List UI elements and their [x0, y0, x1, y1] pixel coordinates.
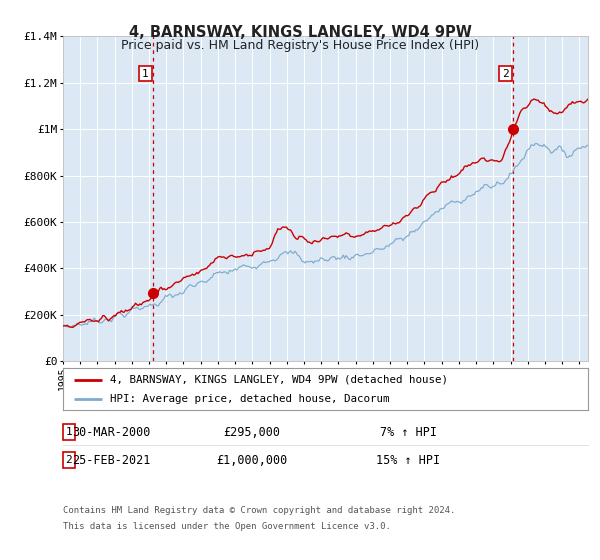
Text: HPI: Average price, detached house, Dacorum: HPI: Average price, detached house, Daco…	[110, 394, 390, 404]
Text: Price paid vs. HM Land Registry's House Price Index (HPI): Price paid vs. HM Land Registry's House …	[121, 39, 479, 52]
Text: 2: 2	[502, 68, 509, 78]
Text: 1: 1	[142, 68, 149, 78]
Text: 7% ↑ HPI: 7% ↑ HPI	[380, 426, 437, 439]
Text: £295,000: £295,000	[223, 426, 281, 439]
Text: £1,000,000: £1,000,000	[217, 454, 287, 467]
Text: 15% ↑ HPI: 15% ↑ HPI	[376, 454, 440, 467]
Text: 4, BARNSWAY, KINGS LANGLEY, WD4 9PW (detached house): 4, BARNSWAY, KINGS LANGLEY, WD4 9PW (det…	[110, 375, 448, 385]
Text: 2: 2	[65, 455, 73, 465]
Text: This data is licensed under the Open Government Licence v3.0.: This data is licensed under the Open Gov…	[63, 522, 391, 531]
Text: 4, BARNSWAY, KINGS LANGLEY, WD4 9PW: 4, BARNSWAY, KINGS LANGLEY, WD4 9PW	[128, 25, 472, 40]
Text: 1: 1	[65, 427, 73, 437]
Text: Contains HM Land Registry data © Crown copyright and database right 2024.: Contains HM Land Registry data © Crown c…	[63, 506, 455, 515]
Text: 30-MAR-2000: 30-MAR-2000	[72, 426, 150, 439]
Text: 25-FEB-2021: 25-FEB-2021	[72, 454, 150, 467]
